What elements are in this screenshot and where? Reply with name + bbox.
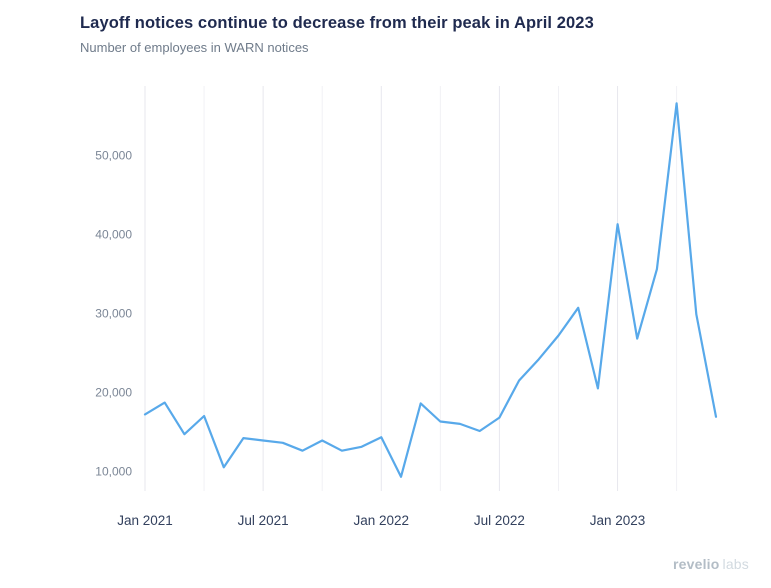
- y-axis-tick-label: 20,000: [95, 385, 132, 399]
- chart-title: Layoff notices continue to decrease from…: [80, 14, 594, 32]
- watermark-brand: revelio: [672, 556, 720, 572]
- x-axis-tick-label: Jan 2021: [117, 513, 173, 528]
- x-axis-tick-label: Jul 2022: [474, 513, 525, 528]
- x-axis-tick-label: Jul 2021: [238, 513, 289, 528]
- x-axis-tick-label: Jan 2022: [353, 513, 409, 528]
- chart-canvas: 10,000 20,000 30,000 40,000 50,000 Jan 2021 Ju…: [95, 86, 718, 528]
- y-axis-tick-label: 40,000: [95, 227, 132, 241]
- line-chart: 10,000 20,000 30,000 40,000 50,000 Jan 2021 Ju…: [0, 61, 771, 536]
- watermark: revelio labs: [673, 556, 749, 572]
- chart-subtitle: Number of employees in WARN notices: [80, 40, 309, 55]
- watermark-suffix: labs: [722, 556, 749, 572]
- y-axis-tick-label: 10,000: [95, 464, 132, 478]
- chart-line: [143, 102, 718, 478]
- x-axis-tick-label: Jan 2023: [590, 513, 646, 528]
- chart-header: Layoff notices continue to decrease from…: [0, 0, 771, 55]
- y-axis-tick-label: 50,000: [95, 148, 132, 162]
- y-axis-tick-label: 30,000: [95, 306, 132, 320]
